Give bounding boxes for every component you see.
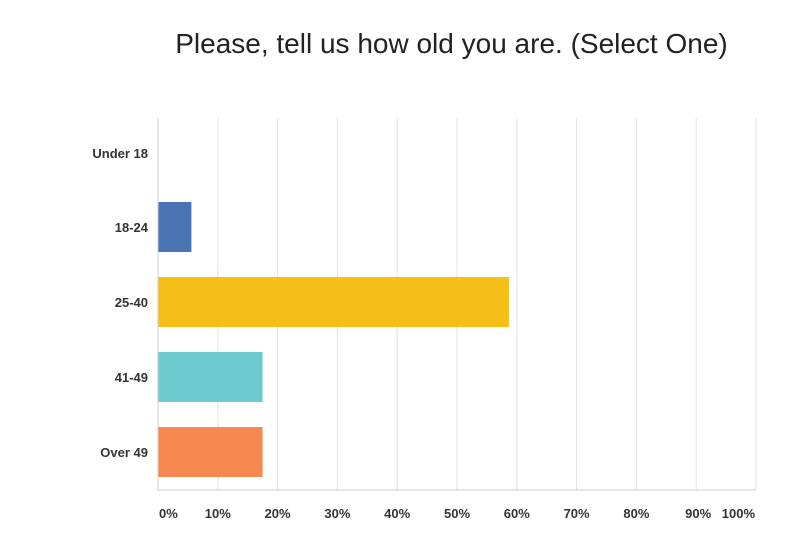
chart-title: Please, tell us how old you are. (Select… — [175, 28, 728, 59]
tick-label: 80% — [623, 506, 649, 521]
tick-label: 90% — [685, 506, 711, 521]
category-labels: Under 18 18-24 25-40 41-49 Over 49 — [92, 146, 148, 460]
category-label: Under 18 — [92, 146, 148, 161]
axis — [157, 118, 756, 491]
tick-label: 60% — [504, 506, 530, 521]
bar-25-40 — [158, 277, 509, 327]
bar-41-49 — [158, 352, 263, 402]
bar-18-24 — [158, 202, 192, 252]
tick-label: 70% — [564, 506, 590, 521]
category-label: 41-49 — [115, 370, 148, 385]
tick-label: 10% — [205, 506, 231, 521]
tick-label: 20% — [265, 506, 291, 521]
tick-label: 100% — [722, 506, 756, 521]
tick-label: 40% — [384, 506, 410, 521]
tick-label: 50% — [444, 506, 470, 521]
category-label: Over 49 — [100, 445, 148, 460]
tick-label: 30% — [324, 506, 350, 521]
bars — [158, 202, 509, 477]
tick-labels: 0% 10% 20% 30% 40% 50% 60% 70% 80% 90% 100% — [159, 506, 755, 521]
bar-over-49 — [158, 427, 263, 477]
tick-label: 0% — [159, 506, 178, 521]
category-label: 25-40 — [115, 295, 148, 310]
category-label: 18-24 — [115, 220, 149, 235]
